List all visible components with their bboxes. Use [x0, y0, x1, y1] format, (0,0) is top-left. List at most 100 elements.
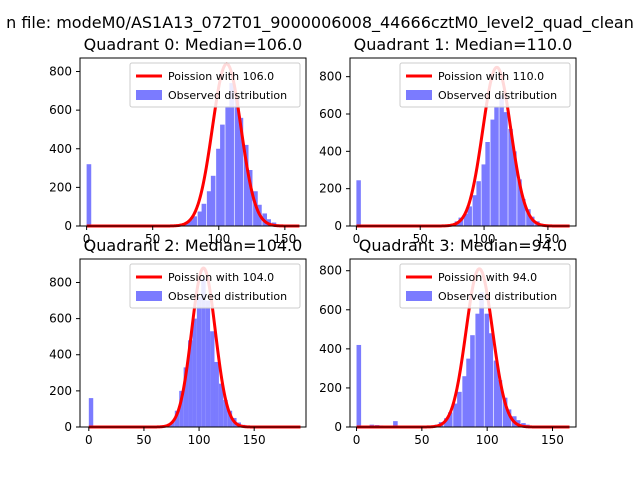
histogram-bar [462, 376, 467, 427]
histogram-bar [512, 151, 517, 226]
histogram-bar [184, 223, 190, 226]
x-tick-label: 100 [476, 433, 499, 447]
histogram-bar [188, 220, 193, 226]
y-tick-label: 200 [319, 381, 342, 395]
histogram-bar [243, 144, 249, 226]
histogram-bar [227, 410, 233, 427]
y-tick-label: 800 [49, 65, 72, 79]
legend-label-observed: Observed distribution [438, 89, 557, 102]
histogram-bar [210, 175, 216, 226]
histogram-bar [238, 117, 244, 226]
histogram-bar [356, 344, 362, 427]
x-tick-label: 150 [273, 232, 296, 246]
histogram-bar [493, 360, 499, 427]
legend-bar-swatch [406, 90, 432, 100]
legend-box [399, 263, 571, 309]
histogram-bar [485, 142, 490, 226]
histogram-bar [179, 390, 184, 427]
legend-box [129, 263, 301, 309]
histogram-bar [218, 383, 224, 427]
y-tick-label: 0 [334, 420, 342, 434]
histogram-bar [201, 203, 207, 226]
x-tick-label: 100 [207, 232, 230, 246]
subplots: 0 50 100 150 0 200 400 600 800 Poission with 106.… [49, 35, 577, 447]
histogram-bar [214, 361, 219, 427]
legend-label-poisson: Poission with 106.0 [168, 70, 274, 83]
x-tick-label: 50 [414, 433, 429, 447]
histogram-bar [86, 164, 92, 226]
histogram-bar [481, 164, 486, 226]
histogram-bar [476, 181, 481, 226]
histogram-bar [526, 209, 531, 226]
histogram-bar [447, 412, 453, 427]
legend-label-poisson: Poission with 110.0 [438, 70, 544, 83]
x-tick-label: 100 [188, 433, 211, 447]
x-tick-label: 150 [536, 232, 559, 246]
axes-frame [79, 258, 307, 428]
histogram-bar [444, 418, 449, 427]
histogram-bar [499, 95, 504, 226]
subplot-title: Quadrant 2: Median=104.0 [84, 236, 303, 255]
histogram-bar [206, 191, 212, 226]
subplot-quadrant-2: 0 50 100 150 0 200 400 600 800 Poission with 104.… [49, 236, 307, 447]
subplot-title: Quadrant 1: Median=110.0 [354, 35, 573, 54]
histogram-bar [490, 119, 495, 226]
x-tick-label: 0 [353, 232, 361, 246]
histogram-bar [216, 148, 221, 226]
histogram-bar [247, 170, 253, 226]
histogram-bar [229, 83, 234, 226]
histogram-bar [88, 398, 94, 427]
histogram-bar [205, 300, 211, 427]
histogram-bar [484, 313, 490, 427]
histogram-bar [472, 195, 478, 226]
x-tick-label: 150 [541, 433, 564, 447]
histogram-bar [506, 409, 512, 427]
subplot-quadrant-3: 0 50 100 150 0 200 400 600 800 Poission with 94.0… [319, 236, 577, 447]
x-tick-label: 100 [473, 232, 496, 246]
histogram-bar [463, 213, 469, 226]
histogram-bar [210, 331, 215, 427]
axes-frame [349, 258, 577, 428]
legend-box [399, 62, 571, 108]
histogram-bar [234, 98, 240, 226]
histogram-bar [223, 399, 228, 427]
axes-frame [349, 57, 577, 227]
histogram-bar [479, 292, 484, 427]
histogram-bar [220, 124, 225, 226]
y-tick-label: 200 [319, 182, 342, 196]
histogram-bar [393, 421, 398, 427]
legend-box [129, 62, 301, 108]
y-tick-label: 600 [319, 303, 342, 317]
y-tick-label: 200 [49, 384, 72, 398]
legend-bar-swatch [406, 291, 432, 301]
histogram-bar [470, 335, 475, 427]
y-tick-label: 400 [319, 144, 342, 158]
histogram-bar [466, 358, 471, 427]
y-tick-label: 600 [49, 312, 72, 326]
y-tick-label: 400 [49, 348, 72, 362]
histogram-bar [503, 112, 508, 226]
histogram-bar [197, 211, 203, 226]
histogram-bar [356, 180, 361, 226]
histogram-bar [488, 333, 494, 427]
histogram-bar [517, 179, 522, 226]
histogram-bar [508, 128, 513, 226]
y-tick-label: 0 [334, 219, 342, 233]
x-tick-label: 50 [136, 433, 151, 447]
histogram-bar [174, 410, 180, 427]
histogram-bar [502, 397, 508, 427]
y-tick-label: 400 [319, 342, 342, 356]
histogram-bar [183, 367, 189, 427]
subplot-title: Quadrant 3: Median=94.0 [359, 236, 567, 255]
histogram-bar [170, 421, 175, 427]
histogram-bar [497, 380, 503, 427]
legend-label-poisson: Poission with 104.0 [168, 271, 274, 284]
subplot-quadrant-0: 0 50 100 150 0 200 400 600 800 Poission with 106.… [49, 35, 307, 246]
histogram-bar [494, 106, 499, 226]
y-tick-label: 400 [49, 142, 72, 156]
x-tick-label: 0 [85, 433, 93, 447]
histogram-bar [475, 313, 480, 427]
histogram-bar [192, 216, 197, 226]
y-tick-label: 200 [49, 180, 72, 194]
legend-bar-swatch [136, 291, 162, 301]
